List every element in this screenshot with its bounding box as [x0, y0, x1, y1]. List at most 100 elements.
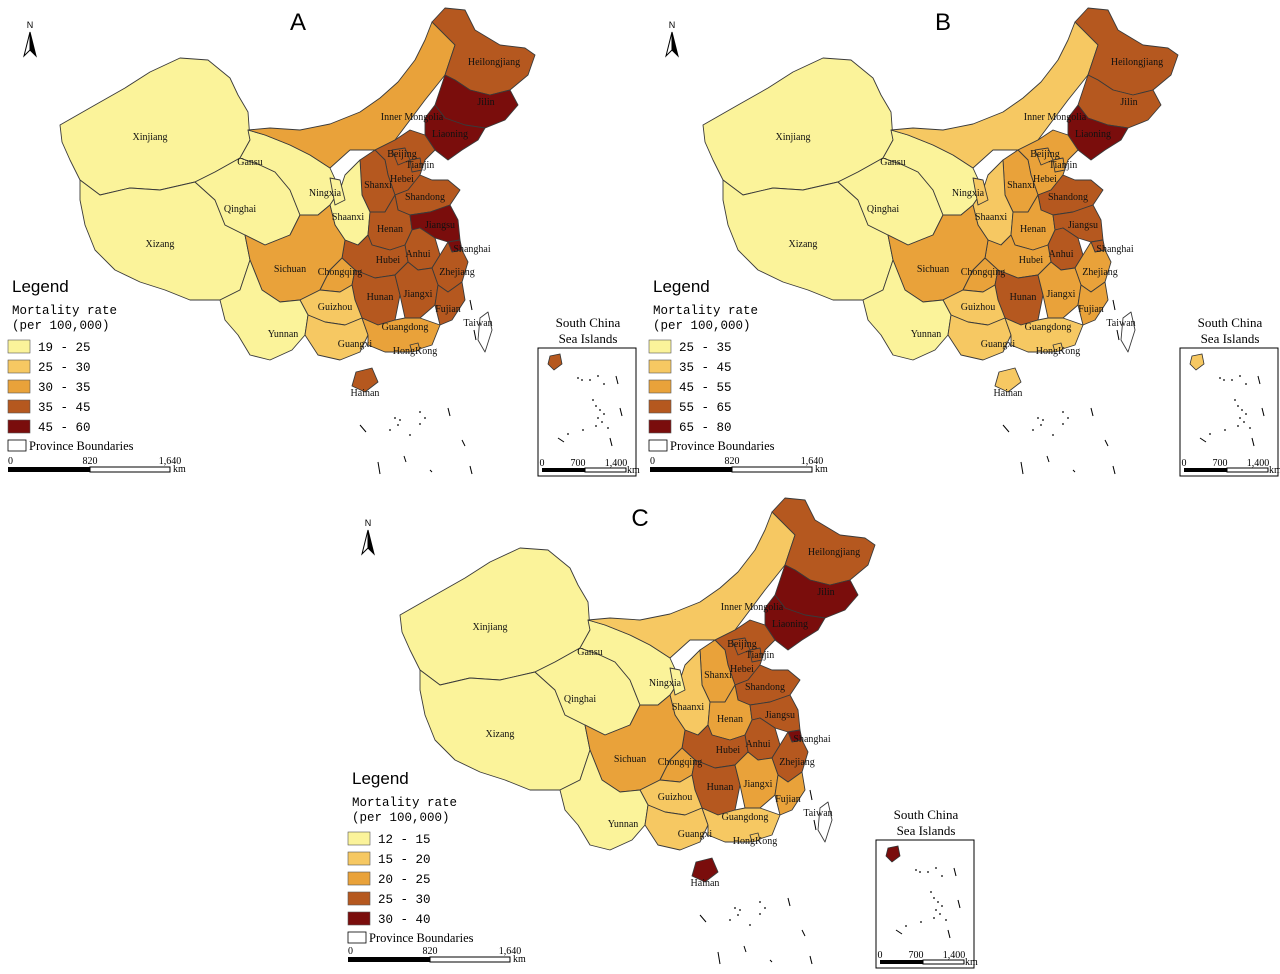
- province-label-anhui: Anhui: [746, 739, 771, 750]
- province-guangdong[interactable]: [701, 807, 781, 843]
- legend: Legend Mortality rate(per 100,000) 12 - 15…: [347, 769, 474, 945]
- north-label: N: [669, 20, 676, 30]
- inset-island-dot: [1231, 379, 1233, 381]
- province-label-fujian: Fujian: [435, 304, 461, 315]
- province-guangdong[interactable]: [361, 317, 441, 353]
- island-dot: [729, 919, 731, 921]
- inset-island-dot: [597, 375, 599, 377]
- island-dot: [409, 434, 411, 436]
- province-label-taiwan: Taiwan: [463, 318, 492, 329]
- legend-boundary-label: Province Boundaries: [670, 439, 775, 453]
- province-label-hong-kong: HongKong: [1036, 346, 1080, 357]
- province-label-guangdong: Guangdong: [1025, 322, 1072, 333]
- province-label-shandong: Shandong: [745, 682, 785, 693]
- province-label-hunan: Hunan: [1010, 292, 1037, 303]
- province-fujian[interactable]: [434, 281, 466, 326]
- province-liaoning[interactable]: [1067, 104, 1129, 161]
- island-mark: [809, 789, 813, 801]
- province-label-qinghai: Qinghai: [867, 204, 899, 215]
- province-hong-kong[interactable]: [409, 342, 421, 353]
- inset-scale-unit: km: [965, 957, 978, 968]
- island-mark: [769, 959, 773, 963]
- island-dot: [759, 901, 761, 903]
- province-label-fujian: Fujian: [775, 794, 801, 805]
- inset-scale-tick: 1,400: [1247, 458, 1270, 469]
- province-label-fujian: Fujian: [1078, 304, 1104, 315]
- inset-island-dot: [1224, 429, 1226, 431]
- inset-island-dot: [1234, 399, 1236, 401]
- province-label-shanxi: Shanxi: [364, 180, 392, 191]
- province-label-zhejiang: Zhejiang: [439, 267, 475, 278]
- inset-title: South China: [894, 807, 959, 822]
- legend-class-label: 30 - 40: [378, 913, 431, 927]
- legend-class-label: 25 - 35: [679, 341, 732, 355]
- island-dot: [394, 417, 396, 419]
- province-label-sichuan: Sichuan: [614, 754, 646, 765]
- province-ningxia[interactable]: [669, 667, 686, 696]
- island-dot: [1067, 417, 1069, 419]
- province-hainan[interactable]: [691, 857, 719, 883]
- island-dot: [389, 429, 391, 431]
- province-label-shanghai: Shanghai: [1096, 244, 1133, 255]
- province-tianjin[interactable]: [409, 157, 423, 173]
- province-taiwan[interactable]: [477, 311, 493, 353]
- province-taiwan[interactable]: [817, 801, 833, 843]
- inset-island-dot: [595, 405, 597, 407]
- island-dot: [739, 909, 741, 911]
- province-label-guizhou: Guizhou: [961, 302, 995, 313]
- legend-swatch: [648, 419, 672, 434]
- province-label-tianjin: Tianjin: [406, 160, 435, 171]
- island-dot: [397, 424, 399, 426]
- scale-tick-label: 1,640: [499, 946, 522, 957]
- province-hong-kong[interactable]: [749, 832, 761, 843]
- province-label-liaoning: Liaoning: [432, 129, 468, 140]
- island-dot: [399, 419, 401, 421]
- province-label-ningxia: Ningxia: [952, 188, 985, 199]
- province-liaoning[interactable]: [764, 594, 826, 651]
- north-arrow-icon: N: [361, 518, 375, 556]
- province-hainan[interactable]: [994, 367, 1022, 393]
- inset-island-dot: [1245, 413, 1247, 415]
- legend-boundary-label: Province Boundaries: [29, 439, 134, 453]
- province-label-sichuan: Sichuan: [917, 264, 949, 275]
- island-mark: [1020, 461, 1024, 475]
- legend-class-label: 20 - 25: [378, 873, 431, 887]
- inset-scale-segment: [1226, 467, 1269, 473]
- island-mark: [717, 951, 721, 965]
- province-label-gansu: Gansu: [577, 647, 603, 658]
- province-label-shanghai: Shanghai: [793, 734, 830, 745]
- province-guangdong[interactable]: [1004, 317, 1084, 353]
- legend-swatch: [7, 399, 31, 414]
- province-hainan[interactable]: [351, 367, 379, 393]
- legend-subtitle: Mortality rate: [653, 304, 758, 318]
- province-label-qinghai: Qinghai: [564, 694, 596, 705]
- island-mark: [801, 929, 806, 937]
- province-fujian[interactable]: [1077, 281, 1109, 326]
- inset-island-dot: [599, 409, 601, 411]
- inset-scale-segment: [922, 959, 965, 965]
- province-ningxia[interactable]: [972, 177, 989, 206]
- province-tianjin[interactable]: [1052, 157, 1066, 173]
- province-taiwan[interactable]: [1120, 311, 1136, 353]
- province-ningxia[interactable]: [329, 177, 346, 206]
- legend-subtitle: Mortality rate: [352, 796, 457, 810]
- scale-unit: km: [815, 464, 828, 475]
- province-label-chongqing: Chongqing: [658, 757, 702, 768]
- province-liaoning[interactable]: [424, 104, 486, 161]
- inset-island-dot: [1219, 377, 1221, 379]
- province-hong-kong[interactable]: [1052, 342, 1064, 353]
- province-label-hunan: Hunan: [707, 782, 734, 793]
- legend-swatch: [347, 851, 371, 866]
- island-dot: [1062, 423, 1064, 425]
- province-label-jilin: Jilin: [1120, 97, 1137, 108]
- province-label-hebei: Hebei: [390, 174, 414, 185]
- province-label-zhejiang: Zhejiang: [1082, 267, 1118, 278]
- province-tianjin[interactable]: [749, 647, 763, 663]
- province-fujian[interactable]: [774, 771, 806, 816]
- inset-island-dot: [1239, 417, 1241, 419]
- legend-swatch: [648, 399, 672, 414]
- inset-scale-tick: 0: [540, 458, 545, 469]
- island-mark: [743, 945, 747, 953]
- island-mark: [1116, 329, 1120, 341]
- island-mark: [473, 329, 477, 341]
